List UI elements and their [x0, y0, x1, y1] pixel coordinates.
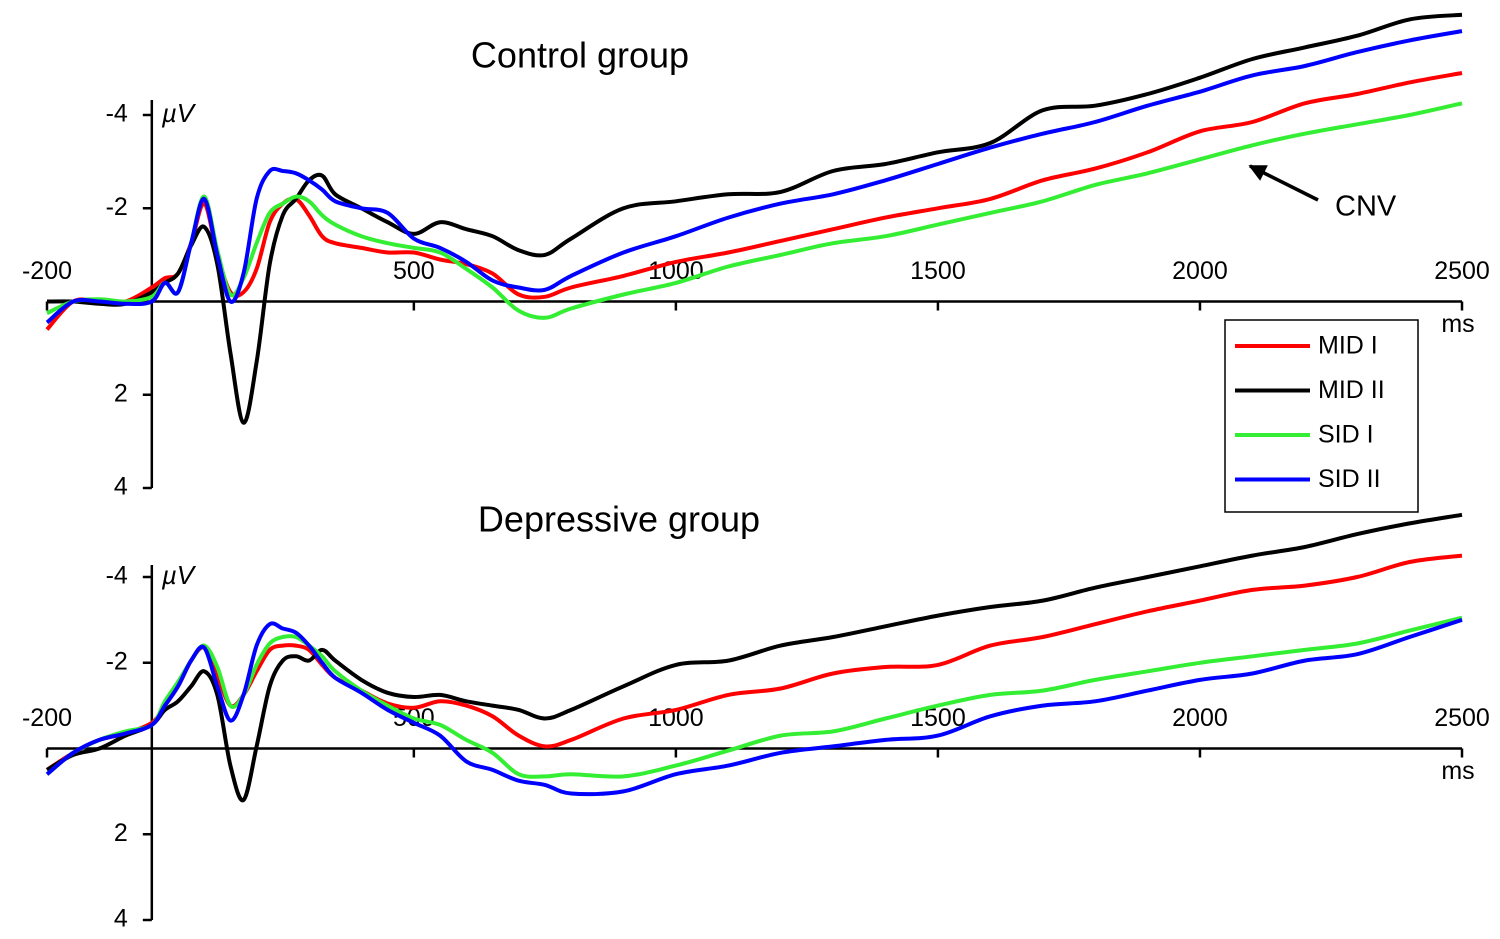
y-tick-label: -2 [106, 647, 128, 675]
x-tick-label: -200 [22, 257, 72, 285]
legend-label: SID I [1318, 421, 1374, 449]
legend-label: MID II [1318, 376, 1385, 404]
legend-label: MID I [1318, 332, 1378, 360]
y-tick-label: 2 [114, 819, 128, 847]
x-tick-label: 2500 [1434, 257, 1490, 285]
x-tick-label: 2000 [1172, 704, 1228, 732]
data-line [46, 12, 1463, 425]
y-tick-label: -4 [106, 100, 128, 128]
y-tick-label: 4 [114, 473, 128, 501]
x-tick-label: 1500 [910, 257, 966, 285]
y-axis-label: µV [161, 560, 197, 590]
annotation-arrow [1248, 164, 1319, 202]
y-tick-label: 2 [114, 379, 128, 407]
x-tick-label: 2000 [1172, 257, 1228, 285]
y-tick-label: 4 [114, 905, 128, 933]
data-line [45, 71, 1463, 331]
legend-label: SID II [1318, 465, 1381, 493]
y-tick-label: -2 [106, 193, 128, 221]
y-tick-label: -4 [106, 562, 128, 590]
x-tick-label: 500 [393, 257, 435, 285]
data-line [45, 617, 1463, 797]
annotation: CNV [1335, 191, 1397, 223]
x-tick-label: -200 [22, 704, 72, 732]
x-axis-label: ms [1441, 757, 1474, 785]
data-line [45, 512, 1463, 803]
data-line [45, 29, 1463, 325]
x-tick-label: 2500 [1434, 704, 1490, 732]
x-axis-label: ms [1441, 310, 1474, 338]
y-axis-label: µV [161, 98, 197, 128]
chart-title: Control group [471, 35, 689, 76]
chart-title: Depressive group [478, 499, 760, 540]
